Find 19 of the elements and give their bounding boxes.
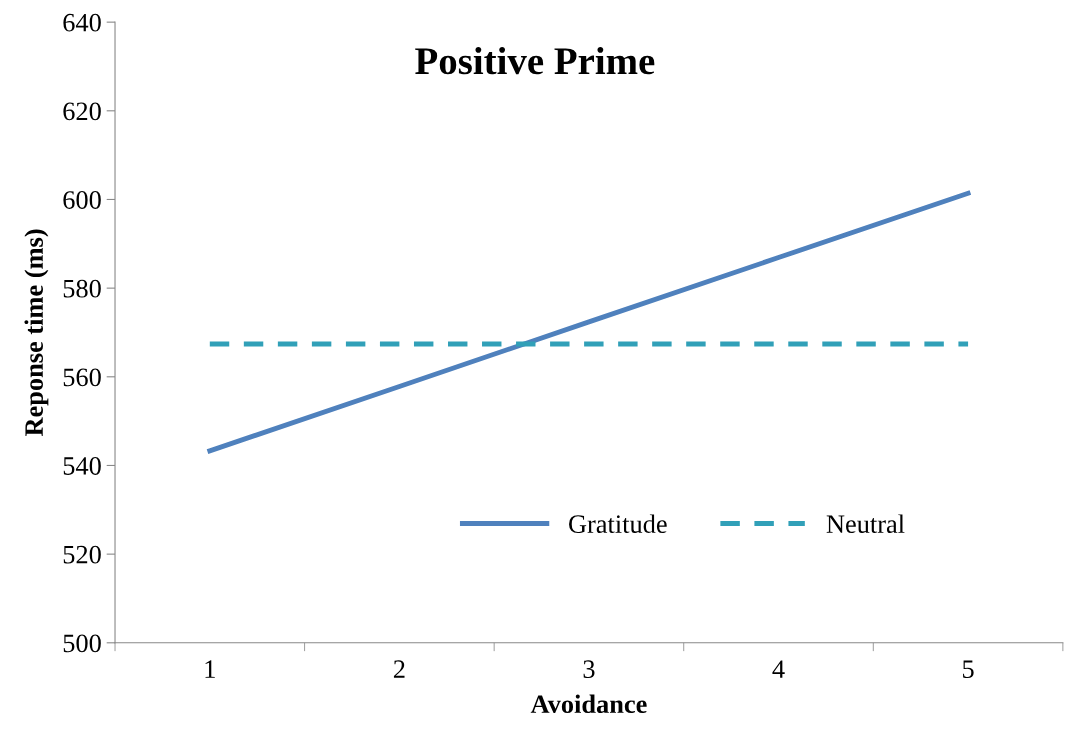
legend-label: Neutral (826, 514, 905, 533)
y-axis-title: Reponse time (ms) (24, 229, 49, 437)
x-axis-title: Avoidance (530, 694, 647, 714)
y-tick-label: 560 (63, 368, 101, 387)
x-tick-label: 1 (205, 660, 215, 678)
x-tick-label: 4 (772, 660, 785, 678)
y-tick-label: 580 (63, 279, 101, 298)
x-tick-label: 5 (963, 660, 974, 679)
chart-title: Positive Prime (415, 46, 655, 75)
y-tick-label: 620 (63, 102, 101, 121)
y-tick-label: 600 (63, 191, 101, 209)
y-tick-label: 540 (63, 457, 101, 475)
y-tick-label: 520 (63, 545, 101, 564)
y-tick-label: 640 (63, 13, 101, 32)
x-tick-label: 3 (583, 660, 595, 679)
line-series (207, 190, 971, 454)
legend-label: Gratitude (569, 514, 667, 533)
x-tick-label: 2 (393, 660, 405, 678)
y-tick-label: 500 (63, 634, 101, 653)
